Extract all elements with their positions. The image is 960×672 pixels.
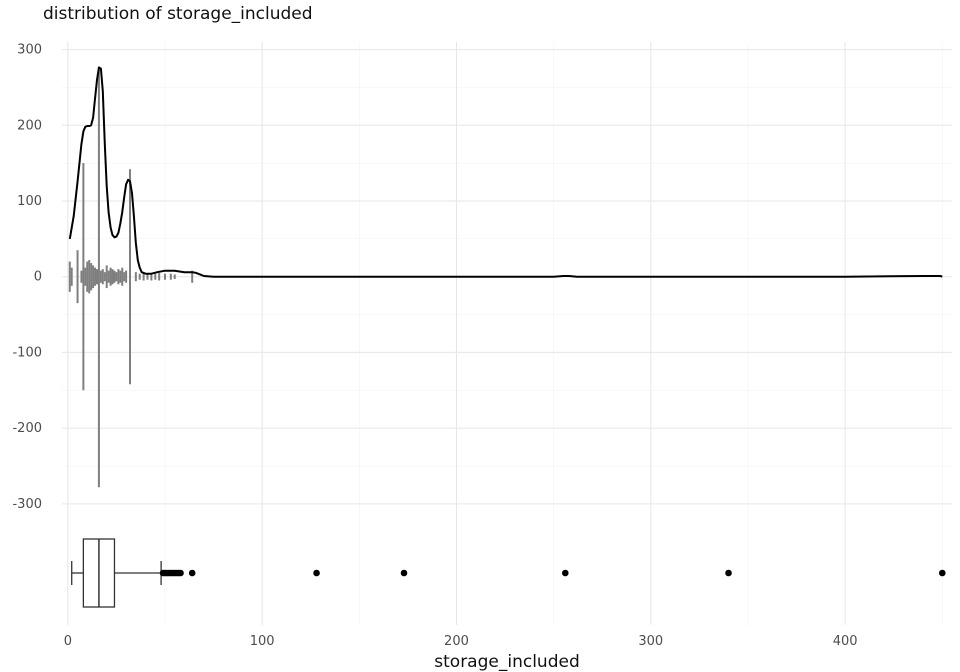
density-curve bbox=[68, 66, 943, 278]
y-tick-label: -300 bbox=[12, 497, 42, 512]
x-tick-label: 100 bbox=[250, 634, 275, 649]
boxplot-outlier bbox=[561, 569, 569, 577]
boxplot-outlier bbox=[400, 569, 408, 577]
boxplot-layer bbox=[71, 538, 946, 608]
chart-title: distribution of storage_included bbox=[43, 4, 313, 24]
y-tick-label: 300 bbox=[17, 43, 42, 58]
y-tick-label: 100 bbox=[17, 194, 42, 209]
boxplot-outlier bbox=[177, 569, 184, 577]
boxplot-outlier bbox=[725, 569, 732, 577]
violin-layer bbox=[68, 66, 194, 488]
grid-layer bbox=[62, 42, 952, 625]
x-tick-label: 300 bbox=[638, 634, 663, 649]
tick-label-layer: 0 100 200 300 400 300 200 100 0 -100 -200 -300 bbox=[12, 43, 857, 649]
x-tick-label: 400 bbox=[833, 634, 858, 649]
x-tick-label: 200 bbox=[444, 634, 469, 649]
y-tick-label: -100 bbox=[12, 345, 42, 360]
y-tick-label: 200 bbox=[17, 118, 42, 133]
y-tick-label: -200 bbox=[12, 421, 42, 436]
boxplot-outlier bbox=[938, 569, 946, 577]
density-layer bbox=[68, 66, 943, 278]
y-tick-label: 0 bbox=[34, 270, 42, 285]
x-tick-label: 0 bbox=[64, 634, 72, 649]
boxplot-outlier bbox=[313, 569, 320, 577]
boxplot-outlier bbox=[188, 569, 196, 577]
x-axis-title: storage_included bbox=[434, 652, 579, 672]
